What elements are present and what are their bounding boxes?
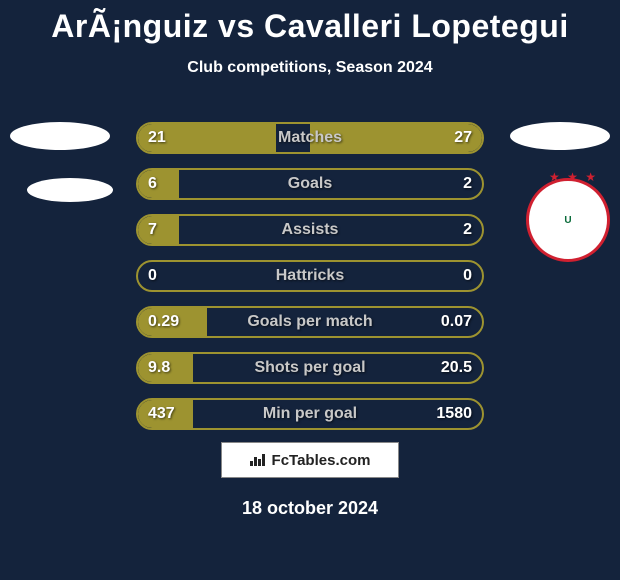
stat-row: 6 Goals 2 xyxy=(136,168,484,200)
stat-value-right: 1580 xyxy=(436,398,472,430)
comparison-subtitle: Club competitions, Season 2024 xyxy=(0,59,620,77)
stat-label: Min per goal xyxy=(136,398,484,430)
stat-label: Matches xyxy=(136,122,484,154)
club-logo-letter: U xyxy=(564,215,571,226)
stat-value-right: 2 xyxy=(463,214,472,246)
chart-icon xyxy=(250,452,266,469)
comparison-title: ArÃ¡nguiz vs Cavalleri Lopetegui xyxy=(0,0,620,45)
stat-label: Hattricks xyxy=(136,260,484,292)
stat-value-right: 0 xyxy=(463,260,472,292)
stat-label: Goals per match xyxy=(136,306,484,338)
stat-label: Goals xyxy=(136,168,484,200)
player-right-badge-1 xyxy=(510,122,610,150)
stat-row: 21 Matches 27 xyxy=(136,122,484,154)
stat-row: 437 Min per goal 1580 xyxy=(136,398,484,430)
footer-brand-text: FcTables.com xyxy=(272,452,371,469)
stat-label: Shots per goal xyxy=(136,352,484,384)
stat-value-right: 20.5 xyxy=(441,352,472,384)
player-left-badge-1 xyxy=(10,122,110,150)
footer-brand-box[interactable]: FcTables.com xyxy=(221,442,399,478)
stat-value-right: 2 xyxy=(463,168,472,200)
stat-value-right: 27 xyxy=(454,122,472,154)
stat-label: Assists xyxy=(136,214,484,246)
stat-row: 0.29 Goals per match 0.07 xyxy=(136,306,484,338)
player-left-badge-2 xyxy=(27,178,113,202)
stats-bars-container: 21 Matches 27 6 Goals 2 7 Assists 2 0 Ha… xyxy=(136,122,484,444)
stat-row: 0 Hattricks 0 xyxy=(136,260,484,292)
stat-row: 7 Assists 2 xyxy=(136,214,484,246)
club-logo: U xyxy=(526,178,610,262)
snapshot-date: 18 october 2024 xyxy=(0,498,620,519)
stat-value-right: 0.07 xyxy=(441,306,472,338)
stat-row: 9.8 Shots per goal 20.5 xyxy=(136,352,484,384)
